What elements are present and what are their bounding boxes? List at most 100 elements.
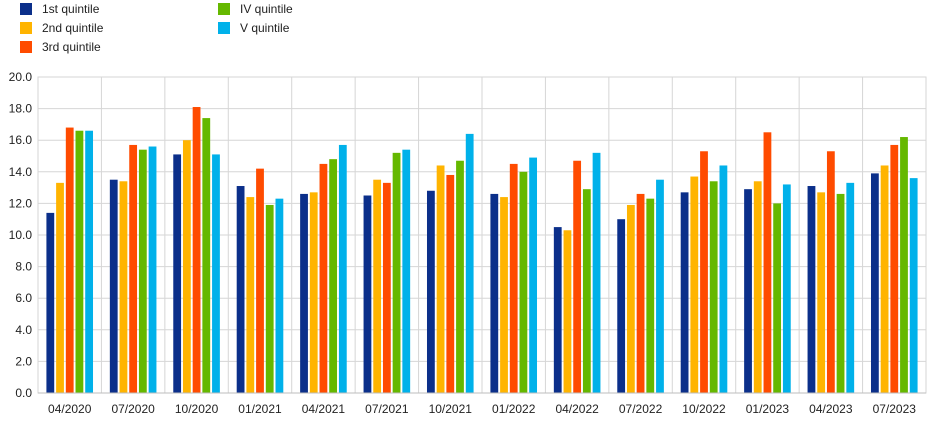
legend-swatch-2nd-quintile	[20, 22, 32, 34]
bar-v-quintile-10-2020	[212, 154, 220, 393]
bar-v-quintile-10-2021	[465, 133, 474, 393]
bar-1st-quintile-07-2021	[363, 195, 372, 393]
bar-iv-quintile-10-2022	[709, 181, 718, 393]
bar-1st-quintile-07-2020	[109, 179, 118, 393]
bar-iv-quintile-10-2021	[456, 160, 464, 393]
chart-legend: 1st quintile 2nd quintile 3rd quintile I…	[0, 0, 945, 60]
legend-item-3rd-quintile: 3rd quintile	[20, 40, 101, 54]
bar-iv-quintile-10-2020	[202, 118, 211, 393]
bar-v-quintile-07-2023	[909, 178, 918, 393]
bar-iv-quintile-07-2023	[900, 137, 908, 393]
bar-1st-quintile-10-2022	[680, 192, 689, 393]
y-tick-label: 6.0	[15, 291, 32, 305]
bar-3rd-quintile-01-2022	[509, 163, 518, 393]
bar-1st-quintile-10-2020	[173, 154, 182, 393]
bar-v-quintile-01-2022	[529, 157, 538, 393]
bar-2nd-quintile-07-2021	[373, 179, 382, 393]
bar-1st-quintile-04-2023	[807, 186, 816, 393]
bar-v-quintile-01-2021	[275, 198, 284, 393]
y-tick-label: 10.0	[9, 228, 33, 242]
bar-v-quintile-04-2021	[338, 144, 347, 393]
legend-item-v-quintile: V quintile	[218, 21, 289, 35]
legend-swatch-v-quintile	[218, 22, 230, 34]
bar-3rd-quintile-04-2023	[826, 151, 835, 393]
x-tick-label: 04/2020	[48, 402, 92, 416]
bar-3rd-quintile-10-2022	[700, 151, 708, 393]
bar-1st-quintile-10-2021	[426, 190, 435, 393]
legend-item-1st-quintile: 1st quintile	[20, 2, 99, 16]
bar-iv-quintile-07-2020	[138, 149, 147, 393]
x-tick-label: 07/2020	[111, 402, 155, 416]
bar-1st-quintile-01-2021	[236, 186, 245, 393]
x-tick-label: 01/2022	[492, 402, 536, 416]
legend-swatch-iv-quintile	[218, 3, 230, 15]
bar-3rd-quintile-04-2020	[65, 127, 74, 393]
bar-iv-quintile-07-2021	[392, 152, 401, 393]
bar-2nd-quintile-04-2021	[309, 192, 318, 393]
bar-v-quintile-04-2022	[592, 152, 601, 393]
bar-2nd-quintile-04-2022	[563, 230, 572, 393]
bar-1st-quintile-07-2023	[870, 173, 879, 393]
y-tick-label: 4.0	[15, 323, 32, 337]
bar-2nd-quintile-07-2020	[119, 181, 128, 393]
bar-2nd-quintile-07-2022	[626, 204, 635, 393]
bar-iv-quintile-04-2022	[582, 189, 591, 393]
legend-swatch-3rd-quintile	[20, 41, 32, 53]
x-tick-label: 04/2023	[809, 402, 853, 416]
x-tick-label: 10/2021	[429, 402, 473, 416]
legend-item-iv-quintile: IV quintile	[218, 2, 293, 16]
legend-swatch-1st-quintile	[20, 3, 32, 15]
bar-3rd-quintile-07-2020	[129, 144, 138, 393]
bar-2nd-quintile-10-2021	[436, 165, 445, 393]
y-tick-label: 12.0	[9, 196, 33, 210]
bar-2nd-quintile-10-2020	[182, 140, 191, 393]
bar-3rd-quintile-07-2021	[382, 182, 391, 393]
bar-3rd-quintile-07-2022	[636, 193, 645, 393]
x-tick-label: 07/2022	[619, 402, 663, 416]
x-tick-label: 07/2023	[873, 402, 917, 416]
x-tick-label: 01/2021	[238, 402, 282, 416]
bar-iv-quintile-04-2020	[75, 130, 84, 393]
y-tick-label: 8.0	[15, 260, 32, 274]
x-tick-label: 10/2020	[175, 402, 219, 416]
bar-3rd-quintile-07-2023	[890, 144, 899, 393]
bar-v-quintile-04-2020	[85, 130, 94, 393]
bar-2nd-quintile-01-2021	[246, 197, 255, 393]
y-tick-label: 20.0	[9, 70, 33, 84]
bar-iv-quintile-04-2023	[836, 193, 845, 393]
bar-v-quintile-07-2021	[402, 149, 411, 393]
bar-iv-quintile-01-2021	[265, 204, 274, 393]
bar-3rd-quintile-10-2021	[446, 174, 455, 393]
bar-iv-quintile-01-2022	[519, 171, 528, 393]
legend-label-2nd-quintile: 2nd quintile	[42, 21, 104, 35]
x-tick-label: 10/2022	[682, 402, 726, 416]
y-tick-label: 16.0	[9, 133, 33, 147]
bar-1st-quintile-04-2020	[46, 212, 55, 393]
bar-2nd-quintile-10-2022	[690, 176, 699, 393]
x-tick-label: 04/2021	[302, 402, 346, 416]
bar-2nd-quintile-07-2023	[880, 165, 889, 393]
bar-3rd-quintile-10-2020	[192, 107, 201, 394]
bar-v-quintile-07-2022	[656, 179, 664, 393]
bar-v-quintile-04-2023	[846, 182, 855, 393]
bar-2nd-quintile-01-2023	[753, 181, 762, 393]
legend-item-2nd-quintile: 2nd quintile	[20, 21, 103, 35]
bar-1st-quintile-01-2022	[490, 193, 499, 393]
bar-1st-quintile-07-2022	[617, 219, 626, 393]
bar-iv-quintile-01-2023	[773, 203, 782, 393]
bar-v-quintile-07-2020	[148, 146, 157, 393]
bar-v-quintile-10-2022	[719, 165, 728, 393]
legend-label-1st-quintile: 1st quintile	[42, 2, 100, 16]
bar-2nd-quintile-04-2020	[56, 182, 64, 393]
x-tick-label: 07/2021	[365, 402, 409, 416]
bar-iv-quintile-07-2022	[646, 198, 655, 393]
y-tick-label: 2.0	[15, 354, 32, 368]
bar-2nd-quintile-04-2023	[817, 192, 826, 393]
y-tick-label: 0.0	[15, 386, 32, 400]
y-tick-label: 14.0	[9, 165, 33, 179]
bar-iv-quintile-04-2021	[329, 159, 338, 393]
x-tick-label: 04/2022	[555, 402, 599, 416]
bar-3rd-quintile-01-2021	[256, 168, 264, 393]
